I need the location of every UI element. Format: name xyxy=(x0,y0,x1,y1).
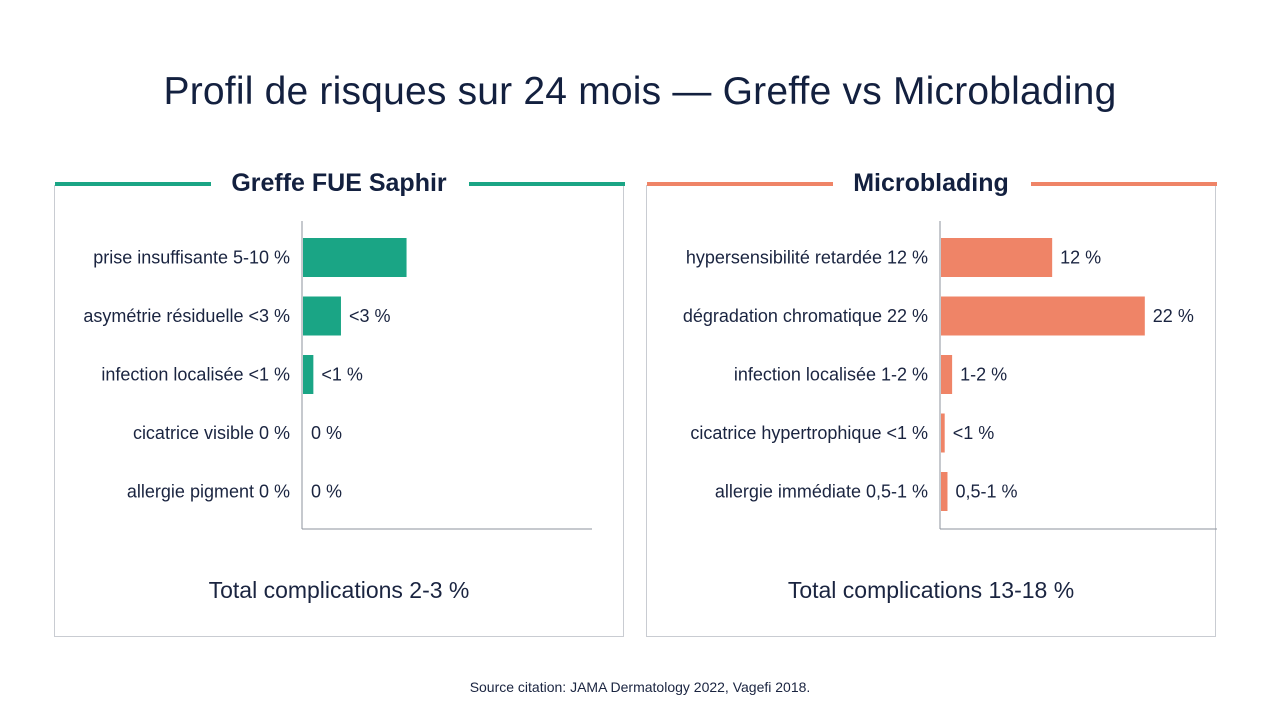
total-complications: Total complications 2-3 % xyxy=(208,577,470,603)
bar xyxy=(303,296,341,336)
bar xyxy=(941,355,953,394)
chart-panel-greffe: Greffe FUE Saphir prise insuffisante 5-1… xyxy=(54,169,625,637)
data-label: 0 % xyxy=(311,423,342,443)
data-label: 12 % xyxy=(1060,248,1101,268)
data-label: 1-2 % xyxy=(960,365,1007,385)
data-label: <3 % xyxy=(349,306,391,326)
source-citation: Source citation: JAMA Dermatology 2022, … xyxy=(469,679,811,695)
bar xyxy=(303,238,407,277)
bar xyxy=(303,355,314,394)
category-label: infection localisée <1 % xyxy=(101,365,290,385)
data-label: 22 % xyxy=(1153,306,1194,326)
panel-title: Greffe FUE Saphir xyxy=(55,167,623,199)
category-label: infection localisée 1-2 % xyxy=(734,365,928,385)
data-label: <1 % xyxy=(321,365,363,385)
bar-chart-microblading: hypersensibilité retardée 12 % 12 % dégrad… xyxy=(683,221,1217,530)
category-label: cicatrice hypertrophique <1 % xyxy=(690,423,928,443)
page-title: Profil de risques sur 24 mois — Greffe v… xyxy=(163,70,1117,113)
panel-title: Microblading xyxy=(647,167,1215,199)
panel-header-line-right xyxy=(469,182,625,186)
data-label: 0,5-1 % xyxy=(955,482,1017,502)
panel-header-line-right xyxy=(1031,182,1217,186)
bar xyxy=(941,238,1053,277)
panel-header-line-left xyxy=(55,182,211,186)
panel-header-line-left xyxy=(647,182,833,186)
category-label: allergie immédiate 0,5-1 % xyxy=(715,482,928,502)
data-label: <1 % xyxy=(953,423,995,443)
bar xyxy=(941,413,945,453)
bar xyxy=(941,472,948,511)
category-label: hypersensibilité retardée 12 % xyxy=(686,248,928,268)
category-label: allergie pigment 0 % xyxy=(127,482,290,502)
category-label: cicatrice visible 0 % xyxy=(133,423,290,443)
chart-panel-microblading: Microblading hypersensibilité retardée 1… xyxy=(646,169,1217,637)
total-complications: Total complications 13-18 % xyxy=(787,577,1075,603)
category-label: asymétrie résiduelle <3 % xyxy=(83,306,290,326)
category-label: prise insuffisante 5-10 % xyxy=(93,248,290,268)
bar xyxy=(941,296,1145,336)
data-label: 0 % xyxy=(311,482,342,502)
category-label: dégradation chromatique 22 % xyxy=(683,306,928,326)
bar-chart-greffe: prise insuffisante 5-10 % asymétrie résid… xyxy=(83,221,592,530)
